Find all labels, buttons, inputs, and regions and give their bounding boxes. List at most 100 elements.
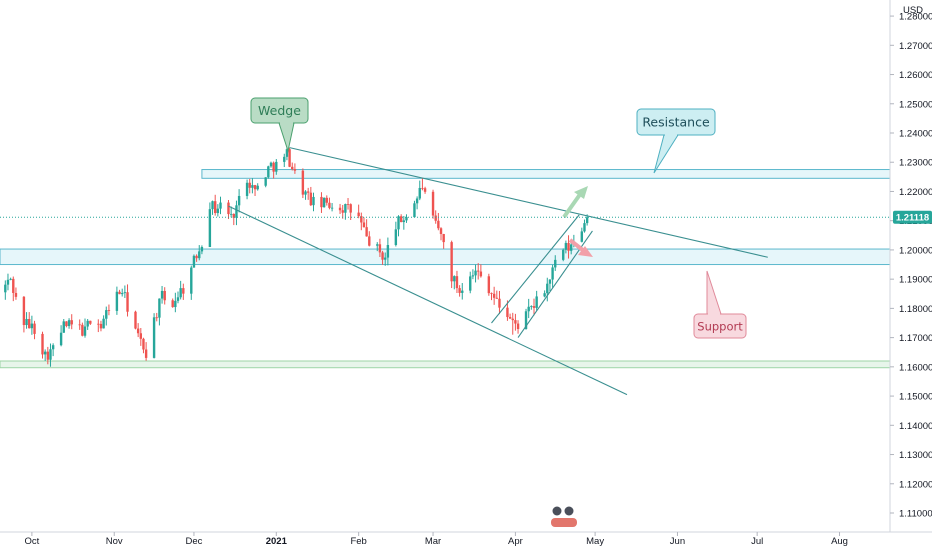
candle-down	[28, 312, 31, 329]
candle-down	[182, 283, 185, 300]
candle-up	[86, 319, 89, 330]
candles-layer	[4, 143, 589, 367]
candle-up	[418, 180, 421, 201]
svg-text:Wedge: Wedge	[258, 103, 301, 118]
svg-text:Resistance: Resistance	[642, 115, 710, 130]
x-tick-label: Jul	[751, 536, 763, 547]
candle-up	[62, 318, 65, 333]
candle-up	[546, 277, 549, 302]
candle-down	[567, 235, 570, 259]
resistance-label[interactable]: Resistance	[636, 108, 716, 174]
y-tick-label: 1.17000	[899, 333, 932, 344]
candle-down	[142, 337, 145, 354]
last-price-value: 1.21118	[896, 213, 929, 224]
candle-up	[30, 315, 34, 335]
x-tick-label: Dec	[185, 536, 202, 547]
candle-up	[322, 197, 326, 208]
candle-down	[144, 342, 148, 361]
candle-down	[309, 186, 313, 207]
currency-label: USD	[903, 5, 923, 16]
candle-up	[102, 315, 105, 329]
candle-down	[349, 203, 352, 220]
candle-up	[67, 318, 71, 329]
candle-up	[25, 312, 28, 329]
candle-up	[237, 189, 241, 213]
candle-down	[532, 298, 536, 316]
candle-down	[508, 313, 512, 319]
candle-down	[70, 314, 73, 330]
candle-up	[256, 183, 259, 191]
resistance-zone	[201, 169, 891, 179]
candle-up	[245, 179, 249, 200]
candle-down	[338, 203, 342, 214]
last-price-tag-bg	[893, 210, 932, 224]
candle-up	[160, 285, 164, 304]
candle-up	[267, 165, 270, 179]
y-tick-label: 1.26000	[899, 70, 932, 81]
candle-down	[97, 319, 100, 333]
candle-up	[179, 280, 182, 300]
candle-down	[14, 287, 18, 300]
candle-up	[376, 242, 379, 252]
candle-up	[469, 271, 472, 294]
candle-down	[346, 198, 350, 210]
svg-text:Support: Support	[697, 320, 743, 334]
lower-support-zone	[0, 360, 891, 369]
y-tick-label: 1.23000	[899, 158, 932, 169]
candle-down	[272, 161, 275, 179]
time-axis[interactable]: Oct Nov Dec 2021 Feb Mar Apr May Jun Jul Aug	[24, 532, 848, 547]
support-zone	[0, 248, 891, 266]
candle-down	[171, 298, 174, 308]
candle-up	[43, 349, 47, 361]
candle-up	[6, 273, 10, 291]
candle-up	[4, 280, 7, 300]
candle-up	[115, 286, 119, 315]
candle-down	[399, 214, 403, 223]
candle-down	[431, 189, 435, 219]
candle-down	[41, 331, 44, 359]
candle-down	[490, 292, 493, 301]
candle-down	[498, 290, 501, 315]
candle-up	[235, 200, 238, 226]
candle-up	[548, 279, 552, 292]
candle-down	[365, 219, 368, 237]
wedge-label[interactable]: Wedge	[250, 97, 309, 153]
candle-up	[49, 343, 52, 367]
y-tick-label: 1.22000	[899, 187, 932, 198]
y-tick-label: 1.24000	[899, 129, 932, 140]
candle-down	[89, 320, 92, 325]
candle-down	[195, 254, 198, 262]
y-tick-label: 1.15000	[899, 392, 932, 403]
wedge-lower-line	[228, 205, 628, 396]
candle-up	[211, 200, 214, 215]
candle-down	[248, 178, 251, 194]
candle-down	[227, 200, 230, 220]
x-tick-label: 2021	[266, 536, 288, 547]
bearish-projection-arrow	[568, 238, 593, 257]
candle-down	[479, 264, 483, 278]
candle-up	[304, 190, 307, 200]
candle-up	[474, 264, 477, 283]
tradingview-watermark	[549, 503, 579, 530]
candle-up	[152, 313, 156, 359]
price-axis[interactable]: 1.28000 1.27000 1.26000 1.25000 1.24000 1.230…	[890, 12, 932, 520]
candle-up	[397, 215, 400, 237]
candle-down	[306, 187, 310, 200]
support-label[interactable]: Support	[693, 270, 747, 339]
candle-up	[198, 245, 201, 261]
candle-down	[118, 289, 121, 295]
candle-down	[12, 276, 15, 302]
candle-up	[562, 248, 565, 262]
candle-up	[564, 240, 568, 254]
wedge-upper-line	[289, 147, 768, 258]
candle-up	[461, 283, 464, 300]
candle-down	[357, 204, 360, 219]
candle-up	[402, 215, 406, 230]
arrows-layer	[562, 186, 593, 257]
candle-up	[176, 291, 180, 304]
candle-up	[453, 275, 456, 290]
candle-down	[65, 321, 68, 328]
candle-down	[81, 322, 84, 337]
